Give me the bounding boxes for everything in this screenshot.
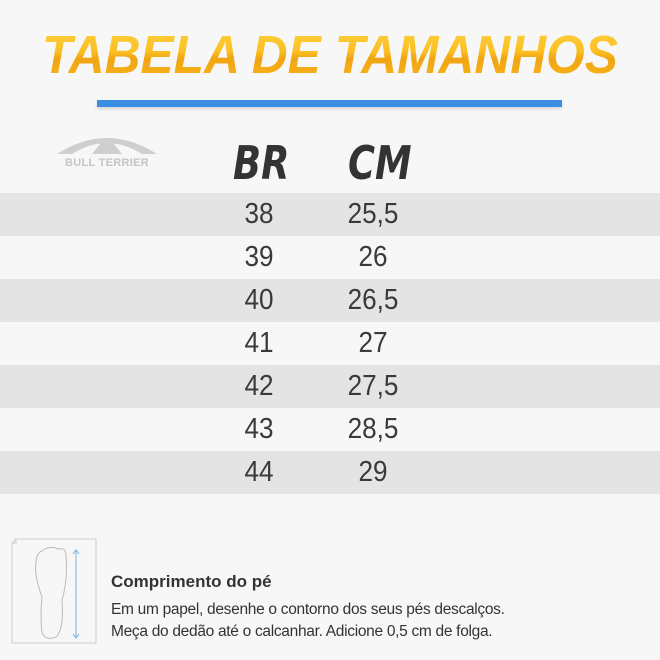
br-size: 40 — [244, 284, 274, 316]
header-br: BR — [233, 136, 290, 190]
page-title: TABELA DE TAMANHOS — [26, 20, 633, 90]
table-row: 39 26 — [0, 236, 660, 279]
divider — [97, 100, 562, 107]
brand-logo: BULL TERRIER — [52, 130, 162, 172]
header-cm: CM — [347, 136, 412, 190]
bull-terrier-logo-icon — [57, 138, 157, 154]
instructions-line-2: Meça do dedão até o calcanhar. Adicione … — [111, 623, 493, 640]
cm-length: 27 — [358, 327, 388, 359]
br-size: 44 — [244, 456, 274, 488]
table-row: 38 25,5 — [0, 193, 660, 236]
cm-length: 26,5 — [347, 284, 399, 316]
instructions-line-1: Em um papel, desenhe o contorno dos seus… — [111, 601, 505, 618]
table-row: 41 27 — [0, 322, 660, 365]
cm-length: 26 — [358, 241, 388, 273]
foot-measure-icon — [11, 538, 97, 644]
br-size: 41 — [244, 327, 274, 359]
brand-name: BULL TERRIER — [64, 157, 150, 169]
cm-length: 28,5 — [347, 413, 399, 445]
br-size: 38 — [244, 198, 274, 230]
cm-length: 29 — [358, 456, 388, 488]
table-row: 40 26,5 — [0, 279, 660, 322]
instructions-title: Comprimento do pé — [111, 572, 272, 591]
cm-length: 25,5 — [347, 198, 399, 230]
br-size: 39 — [244, 241, 274, 273]
br-size: 42 — [244, 370, 274, 402]
br-size: 43 — [244, 413, 274, 445]
table-row: 42 27,5 — [0, 365, 660, 408]
table-row: 44 29 — [0, 451, 660, 494]
cm-length: 27,5 — [347, 370, 399, 402]
table-row: 43 28,5 — [0, 408, 660, 451]
